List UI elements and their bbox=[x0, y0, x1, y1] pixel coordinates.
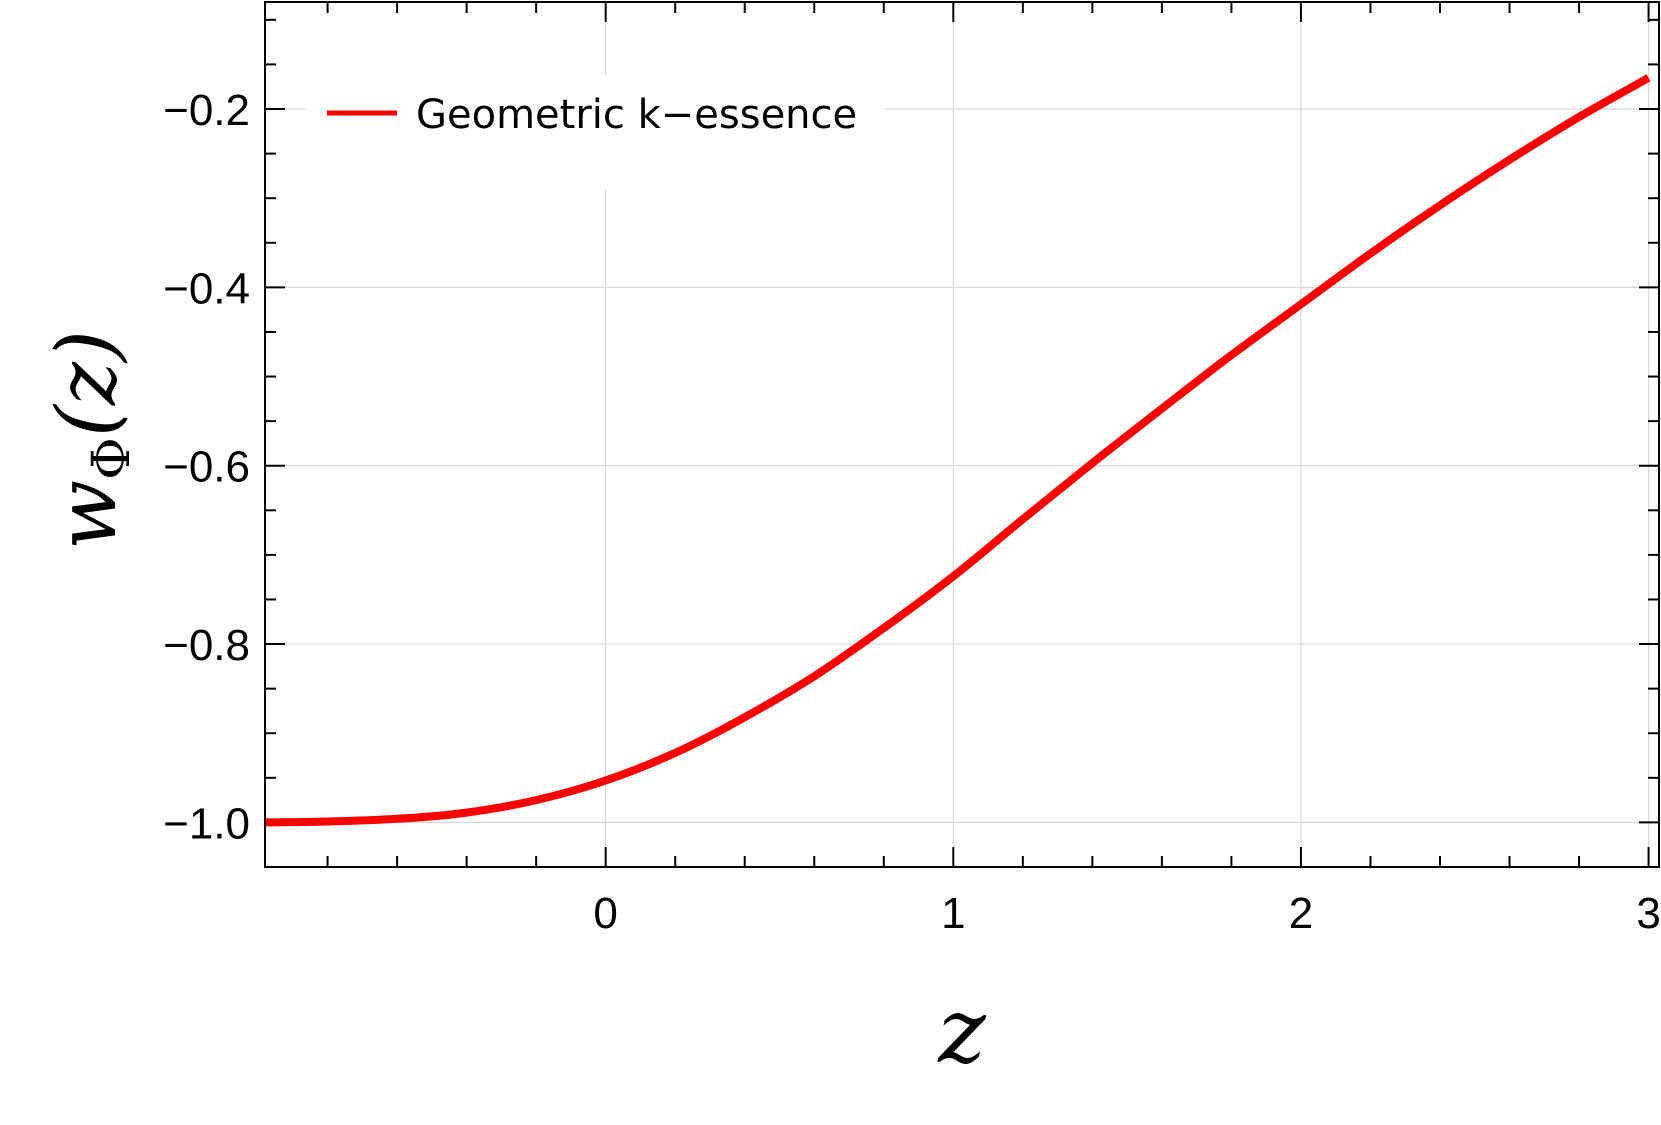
legend-entry: Geometric k−essence bbox=[416, 92, 857, 138]
x-tick-labels: 0 1 2 3 bbox=[593, 889, 1660, 938]
y-axis-label-argument: (z) bbox=[40, 330, 135, 437]
y-tick-label: −0.4 bbox=[163, 264, 250, 313]
y-axis-label-main: w bbox=[40, 480, 135, 550]
x-tick-label: 0 bbox=[593, 889, 617, 938]
y-tick-labels: −1.0 −0.8 −0.6 −0.4 −0.2 bbox=[163, 86, 250, 848]
x-tick-label: 2 bbox=[1289, 889, 1313, 938]
x-tick-label: 1 bbox=[941, 889, 965, 938]
grid-lines bbox=[265, 2, 1659, 867]
plot-frame bbox=[264, 1, 1660, 868]
axis-ticks bbox=[265, 2, 1659, 868]
y-axis-label-subscript: Φ bbox=[82, 437, 142, 480]
y-axis-label: wΦ(z) bbox=[40, 330, 142, 550]
legend-background bbox=[305, 75, 885, 190]
x-tick-label: 3 bbox=[1636, 889, 1660, 938]
y-tick-label: −0.2 bbox=[163, 86, 250, 135]
y-tick-label: −0.6 bbox=[163, 443, 250, 492]
series-line-geometric-k-essence bbox=[264, 74, 1651, 827]
y-tick-label: −1.0 bbox=[163, 799, 250, 848]
x-axis-label: z bbox=[937, 979, 986, 1084]
y-tick-label: −0.8 bbox=[163, 621, 250, 670]
legend: Geometric k−essence bbox=[305, 75, 885, 190]
